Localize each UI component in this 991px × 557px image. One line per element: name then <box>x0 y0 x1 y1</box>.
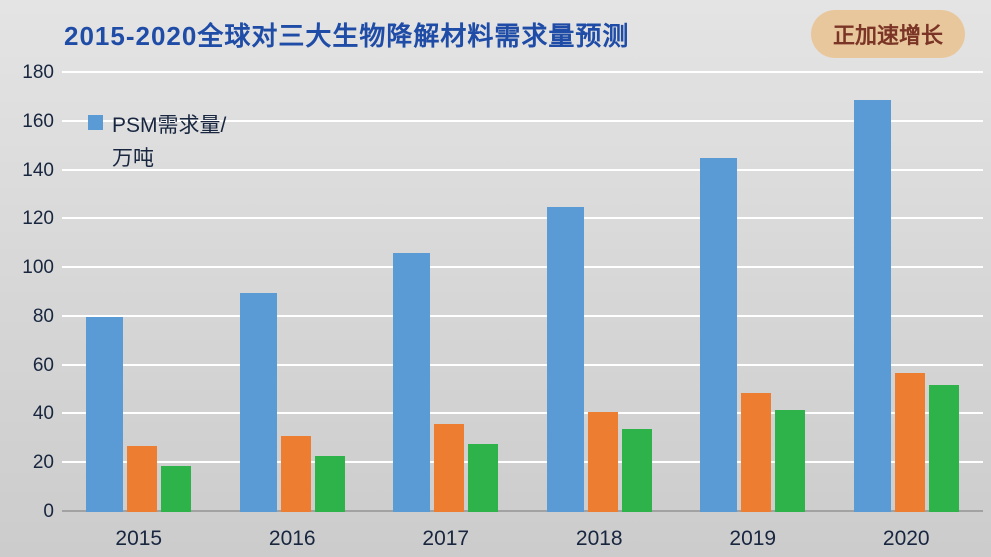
bar-series1-2017 <box>393 253 431 512</box>
y-axis-tick-label: 20 <box>32 452 54 474</box>
gridline <box>62 314 983 317</box>
gridline <box>62 412 983 415</box>
gridline <box>62 461 983 464</box>
y-axis-tick-label: 140 <box>22 159 54 181</box>
legend-label-line1: PSM需求量/ <box>112 114 227 137</box>
gridline <box>62 71 983 73</box>
bar-series3-2016 <box>314 455 345 512</box>
bar-series2-2018 <box>587 412 618 512</box>
gridline <box>62 168 983 171</box>
bar-series2-2019 <box>741 392 772 512</box>
bar-series1-2020 <box>853 99 891 512</box>
x-axis-label-2015: 2015 <box>115 527 163 550</box>
bar-series2-2015 <box>127 446 158 512</box>
gridline <box>62 266 983 269</box>
bar-series1-2019 <box>700 158 738 512</box>
bar-series1-2016 <box>239 292 277 512</box>
legend-label: PSM需求量/ 万吨 <box>112 110 226 175</box>
bar-series3-2017 <box>468 443 499 512</box>
plot-area: 0 20 40 60 80 100 120 140 160 180 <box>22 62 983 522</box>
bar-group-2015 <box>62 73 216 512</box>
y-axis-tick-label: 160 <box>22 110 54 132</box>
bar-series1-2018 <box>546 207 584 512</box>
y-axis-tick-label: 100 <box>22 257 54 279</box>
gridline <box>62 119 983 122</box>
chart-title: 2015-2020全球对三大生物降解材料需求量预测 <box>64 21 630 51</box>
legend-swatch-icon <box>88 115 103 130</box>
bar-group-2016 <box>216 73 370 512</box>
gridline <box>62 217 983 220</box>
x-axis-line <box>62 510 983 512</box>
y-axis-tick-label: 120 <box>22 208 54 230</box>
x-axis-label-2017: 2017 <box>422 527 470 550</box>
x-axis-label-2019: 2019 <box>729 527 777 550</box>
bar-series1-2015 <box>86 316 124 512</box>
bar-series2-2017 <box>434 424 465 512</box>
x-axis-label-2018: 2018 <box>575 527 623 550</box>
y-axis-tick-label: 180 <box>22 62 54 83</box>
gridline <box>62 363 983 366</box>
legend-label-line2: 万吨 <box>112 146 154 170</box>
bar-group-2020 <box>830 73 984 512</box>
x-axis-label-2020: 2020 <box>882 527 930 550</box>
x-axis-labels: 2015 2016 2017 2018 2019 2020 <box>62 527 983 551</box>
chart-legend: PSM需求量/ 万吨 <box>88 110 226 175</box>
bar-series3-2018 <box>621 429 652 512</box>
bar-series3-2019 <box>775 409 806 512</box>
bar-group-2017 <box>369 73 523 512</box>
y-axis-tick-label: 60 <box>32 354 54 376</box>
growth-badge: 正加速增长 <box>810 10 965 58</box>
bar-series2-2020 <box>894 372 925 512</box>
y-axis-tick-label: 0 <box>43 501 54 522</box>
y-axis-tick-label: 40 <box>32 403 54 425</box>
bar-groups <box>62 73 983 512</box>
x-axis-label-2016: 2016 <box>268 527 316 550</box>
bar-series3-2020 <box>928 385 959 512</box>
bar-series3-2015 <box>161 465 192 512</box>
bar-group-2019 <box>676 73 830 512</box>
bar-group-2018 <box>523 73 677 512</box>
y-axis-tick-label: 80 <box>32 305 54 327</box>
bar-series2-2016 <box>280 436 311 512</box>
